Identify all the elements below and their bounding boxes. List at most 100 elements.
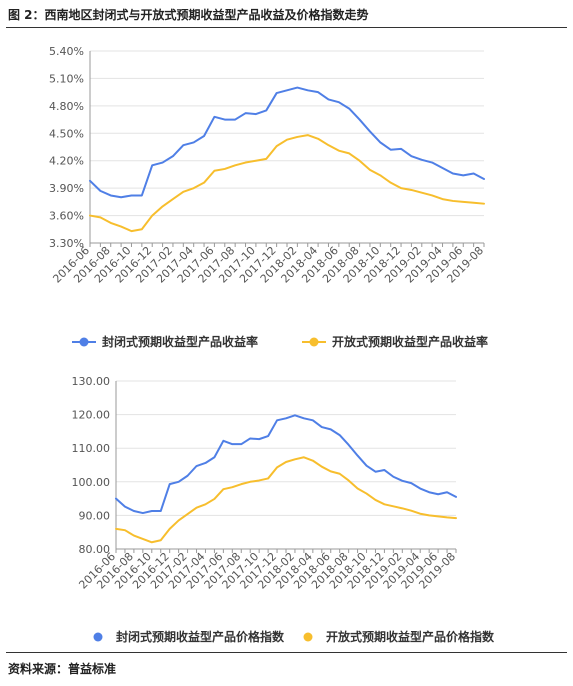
data-point: [120, 225, 122, 227]
data-point: [321, 426, 323, 428]
y-tick-label: 80.00: [79, 543, 111, 556]
data-point: [255, 160, 257, 162]
data-point: [483, 178, 485, 180]
data-point: [446, 516, 448, 518]
data-point: [446, 491, 448, 493]
data-point: [441, 198, 443, 200]
legend-item-closed-index[interactable]: 封闭式预期收益型产品价格指数: [86, 628, 284, 645]
data-point: [410, 482, 412, 484]
data-point: [421, 159, 423, 161]
data-point: [177, 481, 179, 483]
legend-item-open-yield[interactable]: 开放式预期收益型产品收益率: [302, 333, 488, 350]
data-point: [338, 434, 340, 436]
data-point: [428, 491, 430, 493]
y-tick-label: 100.00: [72, 476, 111, 489]
data-point: [452, 200, 454, 202]
data-point: [89, 214, 91, 216]
data-point: [192, 187, 194, 189]
legend-marker-blue-icon: [72, 337, 96, 346]
data-point: [356, 454, 358, 456]
data-point: [244, 112, 246, 114]
data-point: [258, 438, 260, 440]
source-divider: [6, 652, 567, 653]
price-index-chart: 80.0090.00100.00110.00120.00130.002016-0…: [72, 375, 459, 592]
data-point: [428, 514, 430, 516]
data-point: [231, 486, 233, 488]
data-point: [110, 194, 112, 196]
data-point: [327, 98, 329, 100]
data-point: [275, 145, 277, 147]
data-point: [168, 483, 170, 485]
data-point: [265, 109, 267, 111]
data-point: [392, 476, 394, 478]
data-point: [133, 510, 135, 512]
y-tick-label: 3.60%: [49, 210, 84, 223]
data-point: [437, 493, 439, 495]
data-point: [124, 529, 126, 531]
data-point: [168, 528, 170, 530]
data-point: [338, 149, 340, 151]
data-point: [400, 187, 402, 189]
data-point: [285, 417, 287, 419]
y-tick-label: 4.50%: [49, 127, 84, 140]
y-tick-label: 4.80%: [49, 100, 84, 113]
data-point: [99, 190, 101, 192]
data-point: [338, 101, 340, 103]
data-point: [294, 458, 296, 460]
data-point: [195, 506, 197, 508]
data-point: [276, 419, 278, 421]
data-point: [431, 194, 433, 196]
data-point: [389, 149, 391, 151]
data-point: [222, 440, 224, 442]
data-point: [151, 541, 153, 543]
data-point: [286, 138, 288, 140]
data-point: [141, 194, 143, 196]
data-point: [234, 164, 236, 166]
y-tick-label: 5.40%: [49, 45, 84, 58]
data-point: [222, 488, 224, 490]
data-point: [249, 437, 251, 439]
y-tick-label: 3.30%: [49, 237, 84, 250]
legend-marker-yellow-icon: [303, 632, 313, 641]
series-line-open: [115, 456, 457, 544]
data-point: [195, 465, 197, 467]
data-point: [321, 465, 323, 467]
data-point: [369, 169, 371, 171]
data-point: [151, 164, 153, 166]
data-point: [130, 230, 132, 232]
data-point: [312, 459, 314, 461]
data-point: [224, 168, 226, 170]
data-point: [296, 86, 298, 88]
y-tick-label: 120.00: [72, 409, 111, 422]
y-tick-label: 3.90%: [49, 182, 84, 195]
figure-title: 图 2：西南地区封闭式与开放式预期收益型产品收益及价格指数走势: [8, 8, 369, 22]
data-point: [472, 202, 474, 204]
legend-item-open-index[interactable]: 开放式预期收益型产品价格指数: [296, 628, 494, 645]
legend-marker-blue-icon: [93, 632, 103, 641]
data-point: [141, 228, 143, 230]
data-point: [348, 152, 350, 154]
legend-item-closed-yield[interactable]: 封闭式预期收益型产品收益率: [72, 333, 258, 350]
series-line-open: [89, 134, 485, 233]
data-point: [192, 141, 194, 143]
data-point: [348, 107, 350, 109]
data-point: [338, 473, 340, 475]
data-point: [258, 479, 260, 481]
legend-marker-yellow-icon: [302, 337, 326, 346]
data-point: [462, 174, 464, 176]
data-point: [265, 158, 267, 160]
data-point: [89, 180, 91, 182]
data-point: [410, 510, 412, 512]
data-point: [213, 170, 215, 172]
y-tick-label: 5.10%: [49, 72, 84, 85]
legend-label: 封闭式预期收益型产品收益率: [102, 335, 259, 349]
data-point: [347, 444, 349, 446]
data-point: [115, 528, 117, 530]
data-point: [307, 134, 309, 136]
data-point: [392, 505, 394, 507]
data-point: [249, 481, 251, 483]
data-point: [356, 487, 358, 489]
data-point: [312, 419, 314, 421]
data-point: [172, 155, 174, 157]
data-point: [410, 189, 412, 191]
